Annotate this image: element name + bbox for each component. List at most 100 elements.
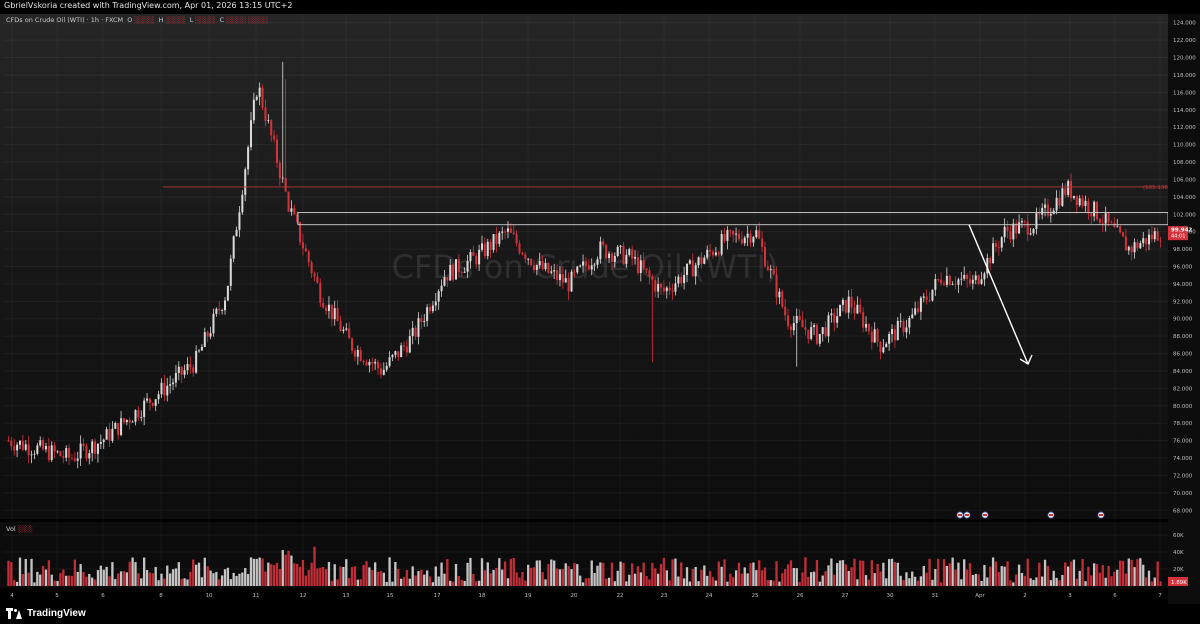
volume-bar <box>166 565 169 586</box>
candle-body <box>99 442 102 444</box>
y-tick-label: 124.000 <box>1173 21 1196 27</box>
candle-body <box>62 456 65 458</box>
volume-bar <box>645 576 648 586</box>
candle-body <box>342 329 345 331</box>
candle-body <box>859 304 862 313</box>
candle-body <box>226 285 229 301</box>
volume-legend-value: ░░░ <box>17 525 33 533</box>
volume-bar <box>911 571 914 586</box>
candle-body <box>989 258 992 264</box>
volume-bar <box>607 577 611 586</box>
volume-bar <box>717 561 720 586</box>
volume-bar <box>1084 581 1087 586</box>
volume-bar <box>391 581 394 586</box>
volume-bar <box>706 575 709 586</box>
candle-body <box>270 120 273 136</box>
candle-body <box>42 440 45 450</box>
volume-bar <box>137 573 140 586</box>
candle-body <box>336 308 339 322</box>
y-tick-label: 110.000 <box>1173 143 1196 149</box>
candle-body <box>735 233 738 235</box>
candle-body <box>73 458 76 461</box>
x-tick-label: 10 <box>206 593 213 599</box>
candle-body <box>896 320 899 341</box>
volume-bar <box>246 574 250 586</box>
candle-body <box>1110 222 1113 223</box>
tradingview-logo[interactable]: TradingView <box>6 608 86 619</box>
volume-bar <box>532 567 536 586</box>
candle-body <box>128 419 131 423</box>
volume-bar <box>838 560 842 586</box>
candle-body <box>847 296 850 313</box>
volume-bar <box>1067 566 1070 586</box>
candle-body <box>1159 240 1162 242</box>
candle-body <box>440 285 443 292</box>
candle-body <box>206 332 209 337</box>
candle-body <box>1096 201 1099 220</box>
candle-body <box>423 320 426 322</box>
candle-body <box>919 297 922 312</box>
candle-body <box>385 365 388 370</box>
candle-body <box>111 428 114 441</box>
volume-bar <box>163 578 166 586</box>
volume-bar <box>7 560 10 586</box>
volume-bar <box>24 558 27 586</box>
candle-body <box>683 274 686 284</box>
volume-bar <box>593 572 596 586</box>
candle-body <box>830 313 833 316</box>
volume-bar <box>553 560 556 586</box>
candle-body <box>902 320 905 333</box>
volume-bar <box>128 561 131 586</box>
candle-body <box>143 400 146 417</box>
volume-bar <box>1078 570 1081 586</box>
volume-bar <box>1046 566 1050 586</box>
candle-body <box>665 287 668 292</box>
candle-body <box>980 279 983 284</box>
volume-bar <box>804 557 807 586</box>
candle-body <box>1070 181 1073 199</box>
volume-bar <box>844 564 847 586</box>
candle-body <box>784 306 787 316</box>
volume-bar <box>1116 569 1119 586</box>
volume-bar <box>105 566 108 586</box>
volume-bar <box>324 569 328 586</box>
candle-body <box>795 315 798 324</box>
volume-bar <box>905 572 908 586</box>
candle-body <box>942 283 946 285</box>
chart-area[interactable] <box>0 14 1200 604</box>
y-tick-label: 76.000 <box>1173 439 1193 445</box>
volume-bar <box>668 580 671 586</box>
candle-body <box>997 246 1000 248</box>
candle-body <box>293 208 296 215</box>
candle-body <box>244 169 247 195</box>
candle-body <box>1075 195 1078 206</box>
candle-body <box>192 367 195 373</box>
volume-bar <box>674 558 677 586</box>
candle-body <box>937 279 940 280</box>
price-chart[interactable]: CFDs on Crude Oil (WTI) (105.136) 124.00… <box>0 0 1200 604</box>
symbol-legend: CFDs on Crude Oil (WTI) · 1h · FXCM O ░░… <box>6 16 268 24</box>
volume-bar <box>371 570 374 586</box>
candle-body <box>879 341 882 353</box>
candle-body <box>596 259 599 265</box>
volume-bar <box>1041 576 1044 586</box>
volume-bar <box>1003 566 1006 586</box>
candle-body <box>792 323 795 331</box>
volume-bar <box>977 574 980 586</box>
volume-bar <box>529 567 533 586</box>
volume-bar <box>769 580 772 586</box>
candle-body <box>68 448 71 458</box>
candle-body <box>841 299 844 305</box>
candle-body <box>532 265 535 270</box>
candle-body <box>535 265 538 270</box>
candle-body <box>388 357 391 366</box>
candle-body <box>10 440 13 447</box>
volume-bar <box>1159 581 1162 586</box>
candle-body <box>1018 222 1021 234</box>
volume-bar <box>1020 572 1024 586</box>
volume-bar <box>997 571 1001 586</box>
volume-bar <box>544 579 547 586</box>
candle-body <box>472 252 475 256</box>
candle-body <box>76 458 79 461</box>
volume-bar <box>567 565 570 586</box>
